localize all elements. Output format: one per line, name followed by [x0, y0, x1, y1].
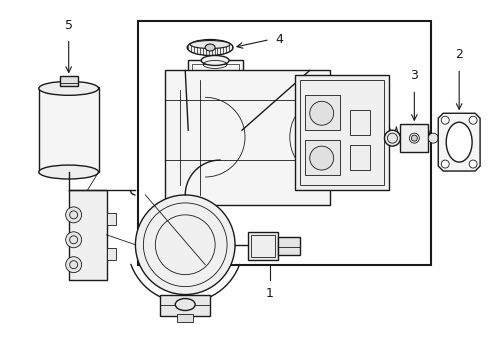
- Ellipse shape: [205, 44, 215, 51]
- Bar: [253, 233, 275, 257]
- Bar: [106, 248, 117, 260]
- Bar: [192, 64, 239, 126]
- Ellipse shape: [428, 133, 438, 143]
- Bar: [138, 21, 431, 265]
- Circle shape: [412, 135, 417, 141]
- Ellipse shape: [175, 298, 195, 310]
- Circle shape: [135, 195, 235, 294]
- Circle shape: [469, 160, 477, 168]
- Bar: [248, 232, 278, 260]
- Bar: [400, 124, 428, 152]
- Ellipse shape: [39, 165, 98, 179]
- Text: 2: 2: [455, 49, 463, 62]
- Bar: [188, 60, 243, 130]
- Bar: [160, 294, 210, 316]
- Bar: [251, 235, 275, 257]
- Bar: [69, 190, 106, 280]
- Bar: [305, 140, 340, 175]
- Bar: [242, 85, 257, 115]
- Bar: [305, 95, 340, 130]
- Bar: [295, 75, 390, 190]
- Circle shape: [441, 160, 449, 168]
- Ellipse shape: [39, 81, 98, 95]
- Circle shape: [310, 101, 334, 125]
- Circle shape: [66, 232, 82, 248]
- Bar: [39, 87, 98, 172]
- Circle shape: [66, 207, 82, 223]
- Bar: [349, 145, 369, 170]
- Bar: [106, 213, 117, 225]
- Bar: [349, 110, 369, 135]
- Ellipse shape: [190, 41, 230, 49]
- Circle shape: [66, 257, 82, 273]
- Ellipse shape: [201, 55, 229, 66]
- Text: 4: 4: [275, 33, 283, 46]
- Text: 3: 3: [411, 69, 418, 82]
- Text: 1: 1: [266, 287, 274, 300]
- Bar: [177, 315, 193, 323]
- Text: 5: 5: [65, 19, 73, 32]
- Circle shape: [441, 116, 449, 124]
- Ellipse shape: [446, 122, 472, 162]
- Polygon shape: [438, 113, 480, 171]
- Circle shape: [469, 116, 477, 124]
- Ellipse shape: [385, 130, 400, 146]
- Bar: [60, 76, 77, 86]
- Circle shape: [310, 146, 334, 170]
- Bar: [300, 80, 385, 185]
- Bar: [278, 237, 300, 255]
- Ellipse shape: [187, 40, 233, 55]
- Bar: [165, 71, 330, 205]
